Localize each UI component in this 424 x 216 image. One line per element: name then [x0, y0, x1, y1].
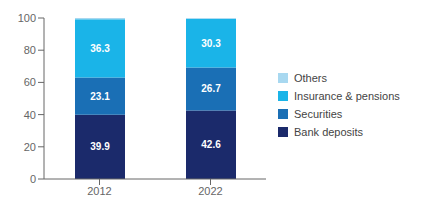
svg-text:2012: 2012	[87, 185, 111, 197]
html-text:Securities: Securities	[294, 108, 343, 120]
svg-text:42.6: 42.6	[201, 139, 221, 150]
svg-text:80: 80	[24, 44, 36, 56]
svg-text:60: 60	[24, 76, 36, 88]
svg-text:39.9: 39.9	[90, 141, 110, 152]
svg-text:23.1: 23.1	[90, 91, 110, 102]
html-text:Insurance & pensions: Insurance & pensions	[294, 90, 400, 102]
svg-text:40: 40	[24, 109, 36, 121]
svg-text:26.7: 26.7	[201, 83, 221, 94]
svg-text:2022: 2022	[198, 185, 222, 197]
html-text:Bank deposits: Bank deposits	[294, 126, 364, 138]
svg-text:100: 100	[18, 12, 36, 24]
svg-text:30.3: 30.3	[201, 38, 221, 49]
html-text:Others: Others	[294, 72, 327, 84]
svg-text:20: 20	[24, 141, 36, 153]
svg-text:36.3: 36.3	[90, 43, 110, 54]
svg-text:0: 0	[30, 173, 36, 185]
